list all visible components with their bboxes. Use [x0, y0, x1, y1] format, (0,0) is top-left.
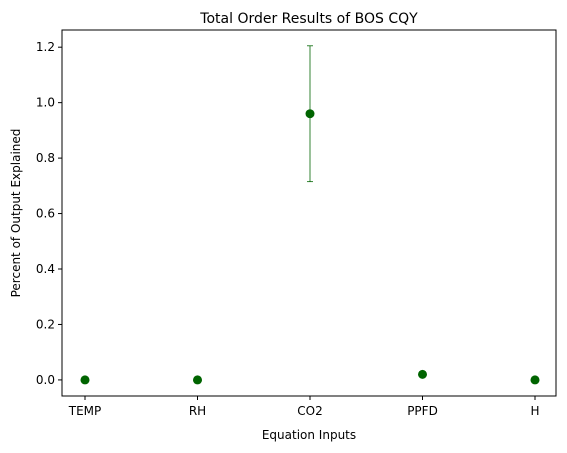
chart-title: Total Order Results of BOS CQY — [199, 11, 418, 27]
x-axis-label: Equation Inputs — [262, 428, 356, 442]
data-point — [193, 375, 202, 385]
x-tick-label: H — [530, 404, 539, 418]
y-tick-label: 0.4 — [36, 262, 55, 276]
y-tick-label: 0.8 — [36, 151, 55, 165]
x-tick-label: PPFD — [407, 404, 438, 418]
y-tick-label: 0.2 — [36, 317, 55, 331]
y-tick-label: 0.6 — [36, 207, 55, 221]
data-point — [530, 375, 540, 385]
plot-area: 0.0 0.2 0.4 0.6 0.8 1.0 1.2 TEMP RH CO2 PPFD H — [36, 40, 540, 418]
x-tick-label: CO2 — [297, 404, 322, 418]
x-tick-label: RH — [189, 404, 206, 418]
x-tick-label: TEMP — [68, 404, 102, 418]
data-point — [80, 375, 90, 385]
y-tick-label: 0.0 — [36, 373, 55, 387]
plot-frame — [61, 29, 557, 397]
data-point — [305, 109, 315, 119]
y-tick-label: 1.0 — [36, 96, 55, 110]
y-axis-label: Percent of Output Explained — [9, 129, 23, 298]
data-point — [418, 369, 427, 379]
y-tick-label: 1.2 — [36, 40, 55, 54]
